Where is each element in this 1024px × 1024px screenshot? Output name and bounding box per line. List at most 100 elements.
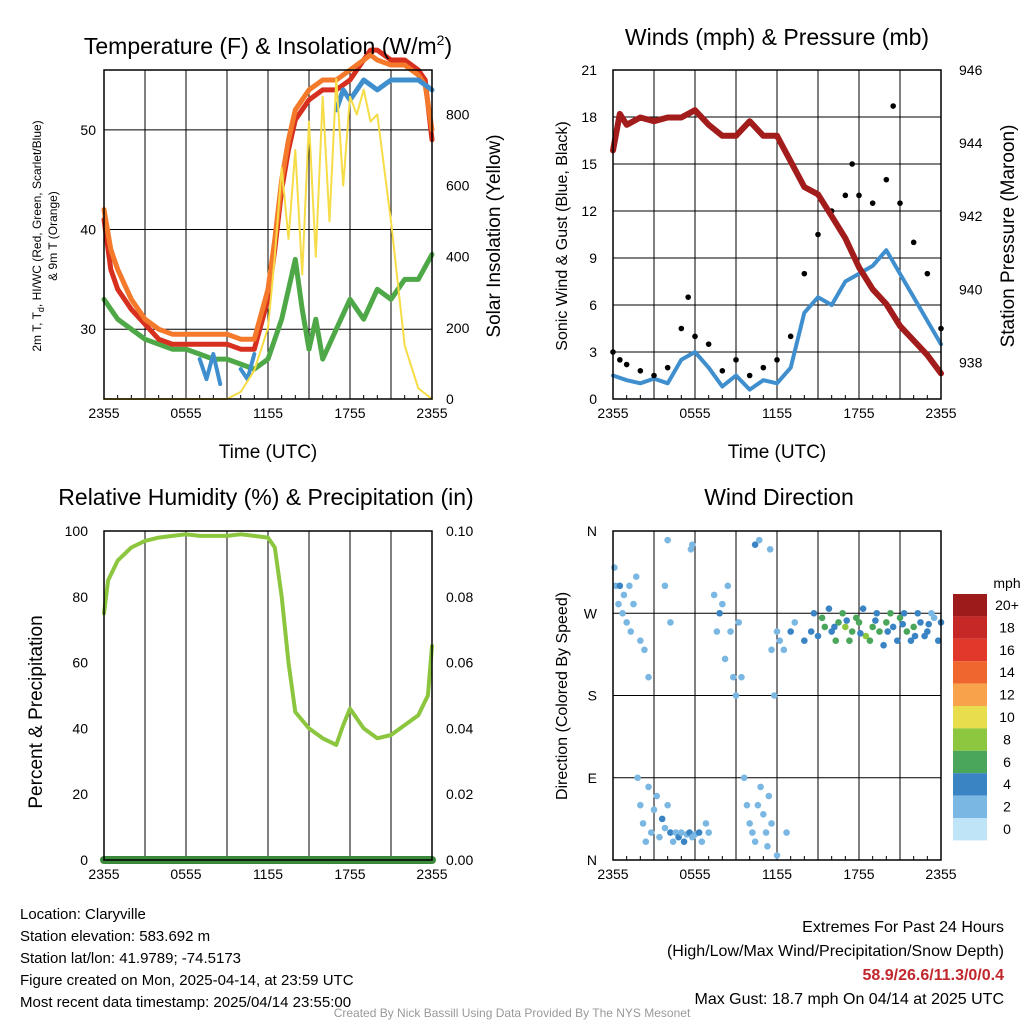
direction-point [907,637,915,644]
direction-point [928,609,935,617]
direction-point [738,673,745,681]
direction-point [846,637,853,644]
direction-point [639,820,647,827]
direction-point [757,783,764,791]
direction-point [900,609,908,617]
x-tick-label: 1155 [762,405,792,421]
plot-border [103,530,433,861]
x-tick-label: 1755 [843,866,874,882]
direction-point [716,609,723,617]
gust-point [692,333,698,340]
direction-point [632,573,640,580]
gust-point [623,361,630,368]
direction-point [661,824,669,832]
direction-point [656,833,663,841]
x-tick-label: 2355 [925,866,956,882]
direction-point [667,619,674,626]
direction-point [729,673,737,681]
temperature-series-line [197,352,223,386]
y-tick-label: 40 [72,720,88,736]
legend-swatch [953,818,987,841]
legend-label: 4 [1003,776,1011,792]
legend-swatch [953,683,987,706]
gust-point [733,357,739,363]
direction-point [710,591,718,599]
y-tick-label: 50 [80,122,96,138]
legend-label: 10 [999,709,1015,725]
chart-title: Relative Humidity (%) & Precipitation (i… [58,484,473,510]
gust-point [890,103,896,109]
plot-border [103,69,433,400]
legend-title: mph [993,575,1020,591]
legend-swatch [953,616,987,639]
plot-border [612,530,942,861]
direction-point [866,637,874,644]
gust-point [760,364,767,371]
direction-point [869,623,876,631]
extremes-title: Extremes For Past 24 Hours [802,919,1004,936]
direction-point [645,783,652,791]
direction-point [637,637,644,644]
direction-point [754,801,762,809]
direction-point [695,829,703,836]
direction-point [719,600,726,608]
gust-point [651,372,657,379]
y2-axis-label: Station Pressure (Maroon) [998,125,1019,348]
legend-swatch [953,594,987,617]
direction-point [787,628,794,635]
y2-tick-label: 200 [446,320,470,336]
direction-point [620,591,628,599]
gust-point [685,294,691,300]
gust-point [617,357,623,363]
direction-point [746,820,753,827]
temperature-series-line [101,251,435,372]
x-tick-label: 0555 [679,866,710,882]
direction-point [630,600,637,608]
direction-point [626,582,633,590]
y2-tick-label: 0.02 [446,786,473,802]
direction-point [883,619,890,626]
y2-tick-label: 0.08 [446,589,473,605]
x-tick-label: 1155 [253,866,283,882]
legend-label: 12 [999,687,1015,703]
direction-point [641,646,648,654]
extremes-box: Extremes For Past 24 Hours (High/Low/Max… [667,916,1004,1012]
direction-point [667,829,674,836]
direction-point [925,620,932,628]
direction-point [911,632,919,640]
direction-point [765,792,773,800]
direction-point [843,617,850,624]
gust-point [910,239,917,246]
temperature-series-line [333,77,435,113]
temperature-panel: 2355 0555 1155 1755 2355 30 40 50 0 200 400 600 800 T… [30,32,505,463]
direction-point [872,617,879,624]
direction-point [773,852,781,859]
chart-title: Winds (mph) & Pressure (mb) [625,24,929,50]
direction-point [896,614,904,622]
gust-point [664,364,671,371]
direction-point [650,806,658,814]
gust-point [897,200,903,206]
direction-point [721,655,729,663]
y2-tick-label: 0.10 [446,523,473,539]
direction-point [702,820,710,827]
station-elevation: Station elevation: 583.692 m [20,928,211,945]
chart-title: Wind Direction [704,484,854,510]
direction-point [616,582,624,590]
y2-tick-label: 940 [959,281,983,297]
direction-point [764,842,771,850]
direction-point [773,628,781,635]
humidity-panel: 2355 0555 1155 1755 23550204060801000.000.02… [26,484,474,882]
y2-tick-label: 0.00 [446,852,473,868]
direction-point [825,605,833,612]
direction-point [884,628,891,635]
direction-point [899,620,907,628]
temperature-series-line [103,77,433,400]
gust-point [869,200,876,206]
direction-point [889,623,897,631]
legend-label: 2 [1003,799,1011,815]
direction-point [818,614,826,622]
station-latlon: Station lat/lon: 41.9789; -74.5173 [20,950,242,967]
x-tick-label: 0555 [170,866,201,882]
direction-point [713,628,721,635]
